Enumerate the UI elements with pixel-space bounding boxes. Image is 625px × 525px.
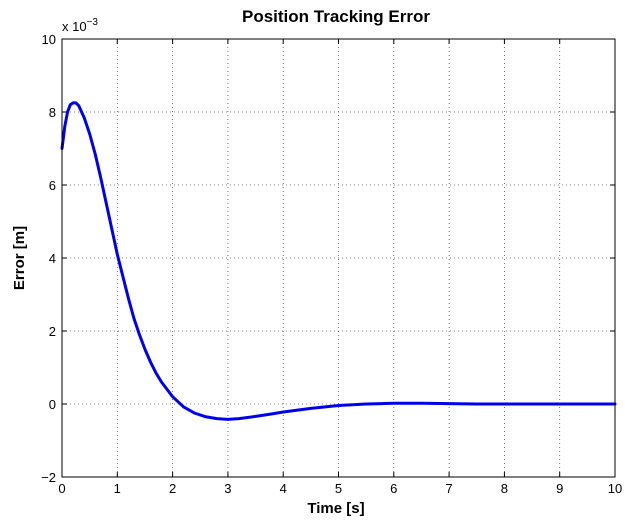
y-tick-label: 2	[49, 324, 56, 339]
y-tick-label: 0	[49, 397, 56, 412]
x-tick-label: 7	[445, 481, 452, 496]
series-layer	[60, 101, 617, 421]
x-tick-label: 4	[280, 481, 287, 496]
x-tick-label: 0	[58, 481, 65, 496]
chart-title: Position Tracking Error	[242, 7, 430, 26]
y-exponent-power: −3	[87, 17, 99, 28]
x-axis-label: Time [s]	[307, 500, 364, 517]
x-tick-label: 2	[169, 481, 176, 496]
x-tick-label: 6	[390, 481, 397, 496]
y-tick-label: 10	[42, 32, 56, 47]
plot-frame	[61, 38, 616, 478]
x-tick-label: 10	[608, 481, 622, 496]
x-tick-label: 5	[335, 481, 342, 496]
x-tick-label: 8	[501, 481, 508, 496]
error-series-line	[60, 101, 617, 421]
grid-lines	[62, 39, 615, 477]
y-exponent-label: x 10−3	[62, 17, 98, 34]
y-tick-label: 6	[49, 178, 56, 193]
x-tick-label: 1	[114, 481, 121, 496]
y-tick-label: −2	[41, 470, 56, 485]
y-tick-label: 8	[49, 105, 56, 120]
y-axis-label: Error [m]	[11, 226, 28, 290]
x-tick-label: 9	[556, 481, 563, 496]
y-tick-label: 4	[49, 251, 56, 266]
x-tick-label: 3	[224, 481, 231, 496]
y-exponent-base: x 10	[62, 19, 87, 34]
